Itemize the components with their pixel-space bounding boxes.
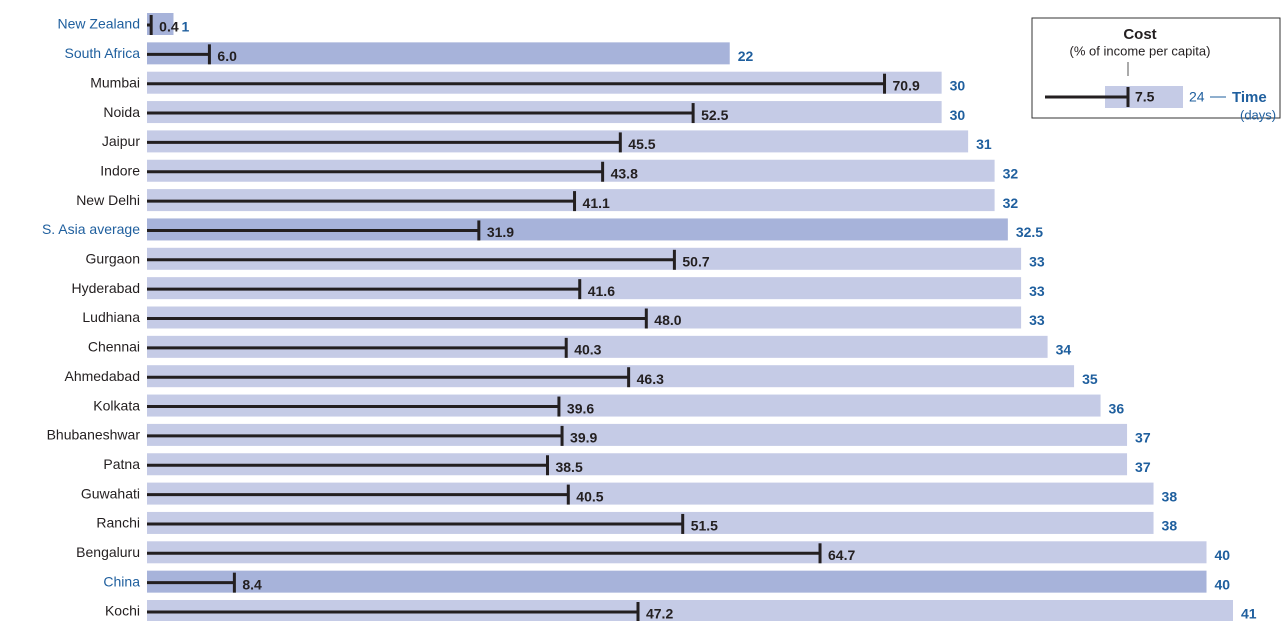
category-label: Mumbai — [90, 74, 140, 90]
category-label: New Zealand — [58, 16, 141, 32]
cost-label: 39.6 — [567, 400, 594, 416]
time-label: 32.5 — [1016, 224, 1043, 240]
cost-label: 39.9 — [570, 430, 597, 446]
legend-cost-example: 7.5 — [1135, 89, 1155, 105]
time-label: 40 — [1215, 547, 1231, 563]
time-label: 41 — [1241, 606, 1257, 621]
time-label: 30 — [950, 107, 966, 123]
cost-label: 52.5 — [701, 107, 728, 123]
category-label: Kochi — [105, 603, 140, 619]
time-label: 34 — [1056, 342, 1072, 358]
cost-label: 64.7 — [828, 547, 855, 563]
time-bar — [147, 218, 1008, 241]
legend: Cost (% of income per capita) 7.5 24 Tim… — [1031, 17, 1281, 122]
category-label: New Delhi — [76, 192, 140, 208]
time-label: 33 — [1029, 312, 1045, 328]
time-label: 38 — [1162, 518, 1178, 534]
time-bar — [147, 600, 1233, 621]
category-label: Bengaluru — [76, 544, 140, 560]
category-label: Ranchi — [96, 515, 140, 531]
time-label: 32 — [1003, 165, 1019, 181]
category-label: China — [103, 573, 140, 589]
time-label: 33 — [1029, 254, 1045, 270]
time-bar — [147, 570, 1207, 593]
category-label: Chennai — [88, 339, 140, 355]
time-label: 31 — [976, 136, 992, 152]
category-label: Patna — [103, 456, 140, 472]
category-label: Hyderabad — [72, 280, 141, 296]
time-label: 1 — [181, 19, 189, 35]
cost-label: 70.9 — [893, 77, 920, 93]
category-label: Jaipur — [102, 133, 140, 149]
time-label: 32 — [1003, 195, 1019, 211]
category-label: Gurgaon — [86, 251, 140, 267]
time-label: 35 — [1082, 371, 1098, 387]
cost-label: 43.8 — [611, 165, 638, 181]
cost-label: 50.7 — [682, 254, 709, 270]
cost-label: 6.0 — [217, 48, 237, 64]
cost-label: 47.2 — [646, 606, 673, 621]
time-label: 36 — [1109, 400, 1125, 416]
legend-time-unit: (days) — [1240, 107, 1276, 122]
time-label: 22 — [738, 48, 754, 64]
category-label: Bhubaneshwar — [47, 427, 141, 443]
cost-label: 46.3 — [637, 371, 664, 387]
time-label: 37 — [1135, 430, 1151, 446]
cost-label: 40.5 — [576, 488, 603, 504]
cost-label: 41.6 — [588, 283, 615, 299]
time-bar — [147, 13, 174, 35]
cost-label: 31.9 — [487, 224, 514, 240]
time-label: 30 — [950, 77, 966, 93]
cost-label: 48.0 — [654, 312, 681, 328]
time-bar — [147, 423, 1128, 446]
time-bar — [147, 42, 730, 65]
time-label: 40 — [1215, 576, 1231, 592]
category-label: Guwahati — [81, 485, 140, 501]
category-label: Ahmedabad — [64, 368, 140, 384]
category-label: Noida — [103, 104, 140, 120]
category-label: Indore — [100, 162, 140, 178]
time-bar — [147, 394, 1101, 417]
cost-label: 40.3 — [574, 342, 601, 358]
time-bar — [147, 482, 1154, 505]
time-bar — [147, 453, 1128, 476]
cost-label: 51.5 — [691, 518, 718, 534]
legend-bar — [1105, 86, 1183, 108]
legend-cost-unit: (% of income per capita) — [1070, 43, 1211, 58]
legend-time-example: 24 — [1189, 89, 1205, 105]
category-label: South Africa — [65, 45, 141, 61]
legend-cost-title: Cost — [1123, 26, 1156, 43]
category-label: S. Asia average — [42, 221, 140, 237]
time-bar — [147, 277, 1022, 300]
cost-label: 0.4 — [159, 19, 179, 35]
cost-label: 8.4 — [242, 576, 262, 592]
cost-label: 45.5 — [628, 136, 655, 152]
legend-time-title: Time — [1232, 89, 1267, 106]
category-label: Kolkata — [93, 397, 140, 413]
time-label: 33 — [1029, 283, 1045, 299]
time-label: 37 — [1135, 459, 1151, 475]
cost-label: 38.5 — [555, 459, 582, 475]
time-bar — [147, 335, 1048, 358]
category-label: Ludhiana — [82, 309, 140, 325]
cost-label: 41.1 — [583, 195, 610, 211]
time-label: 38 — [1162, 488, 1178, 504]
